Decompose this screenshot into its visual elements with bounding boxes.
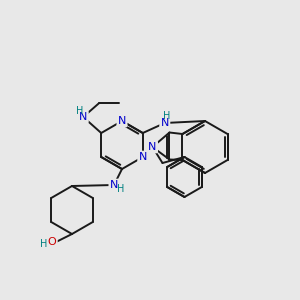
Text: N: N bbox=[79, 112, 87, 122]
Text: H: H bbox=[76, 106, 83, 116]
Text: H: H bbox=[163, 111, 170, 121]
Text: H: H bbox=[117, 184, 125, 194]
Text: O: O bbox=[48, 237, 56, 247]
Text: N: N bbox=[110, 180, 118, 190]
Text: N: N bbox=[118, 116, 126, 126]
Text: N: N bbox=[148, 142, 157, 152]
Text: N: N bbox=[160, 118, 169, 128]
Text: N: N bbox=[139, 152, 147, 162]
Text: H: H bbox=[40, 239, 48, 249]
